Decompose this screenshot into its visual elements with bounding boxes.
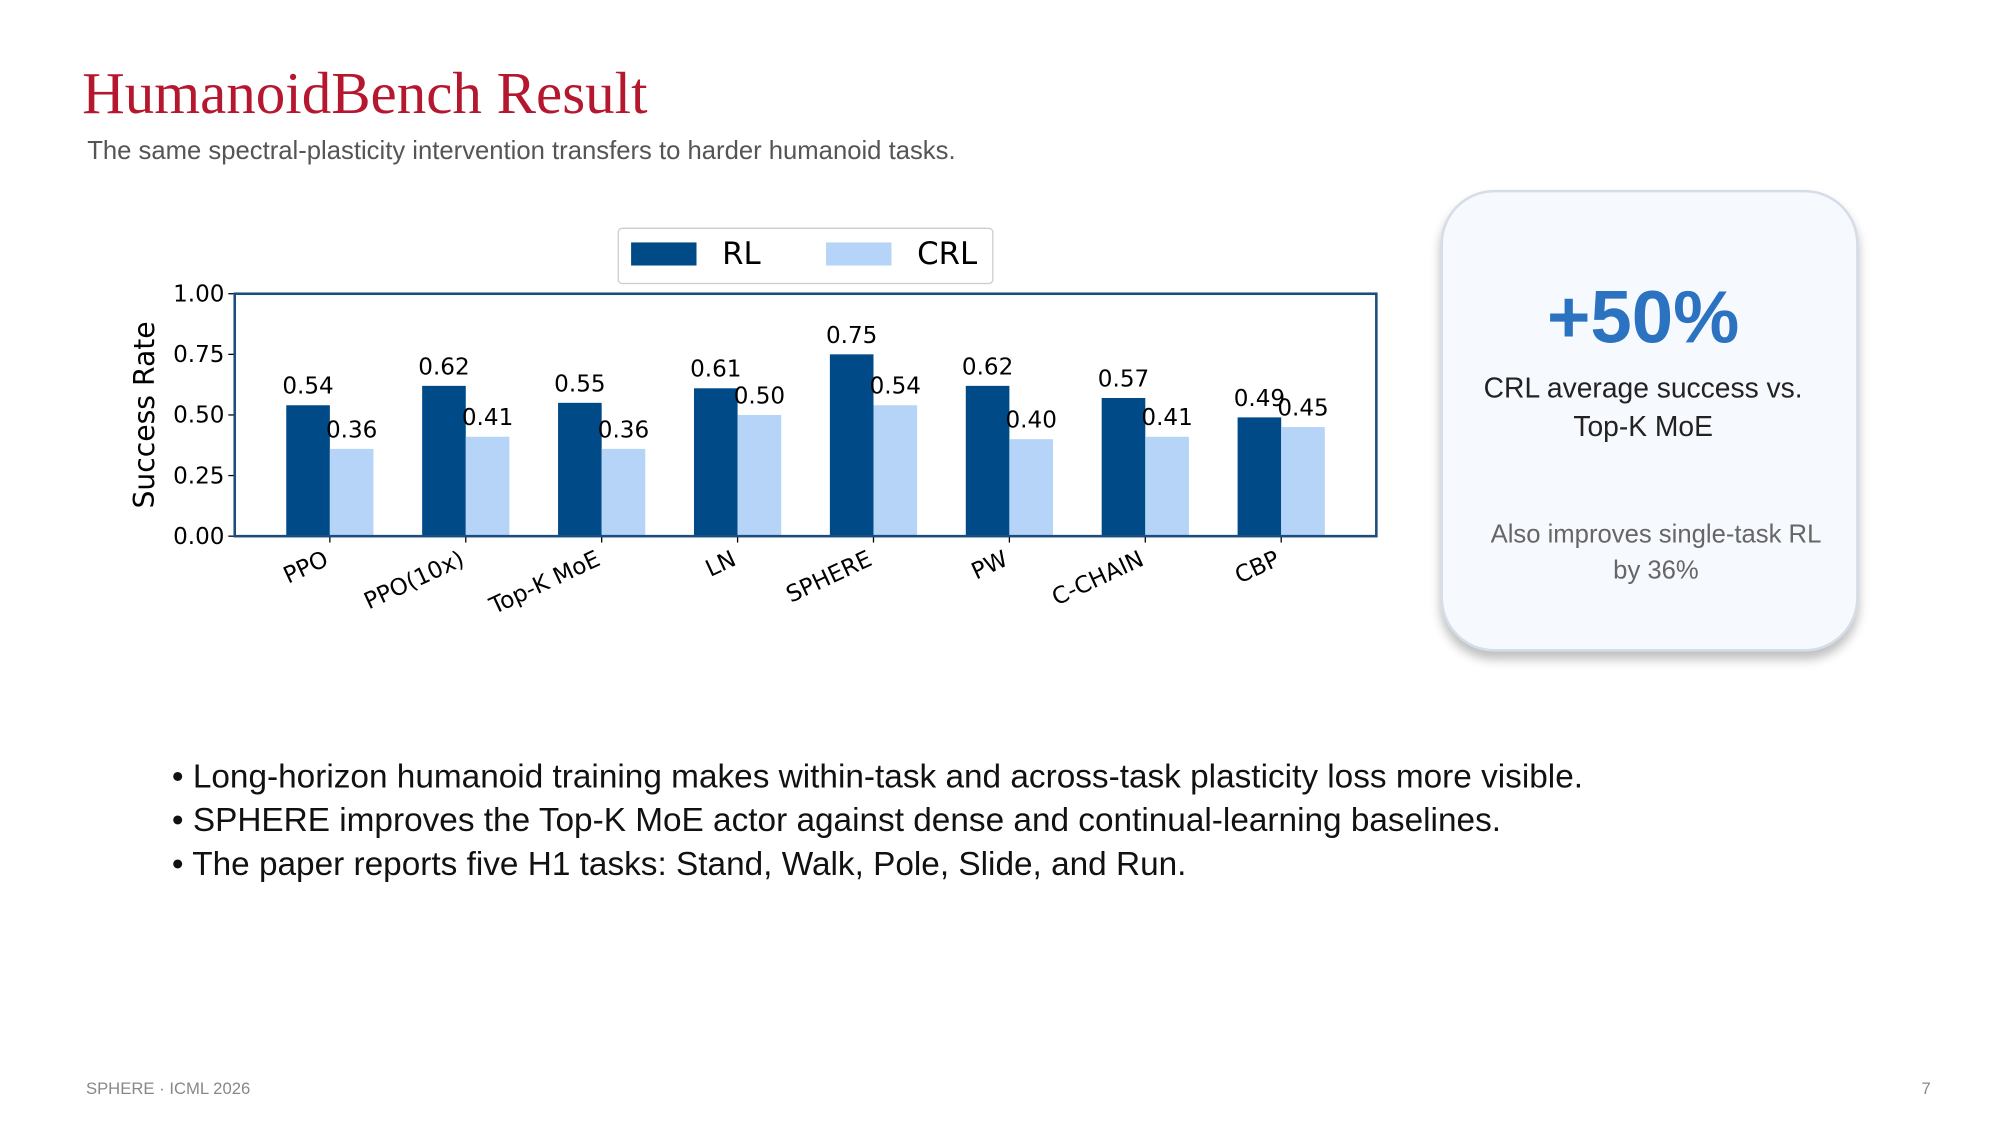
bar [329,448,374,537]
bar [829,354,874,537]
value-label: 0.36 [326,417,377,443]
bar [422,385,466,537]
title: HumanoidBench Result [82,60,648,126]
bar [1009,439,1054,537]
callout-card: +50% CRL average success vs. Top-K MoE A… [1440,189,1859,652]
bullet: The paper reports five H1 tasks: Stand, … [172,841,1583,885]
bar [601,448,646,537]
value-label: 0.75 [826,323,877,349]
value-label: 0.41 [1141,405,1192,431]
footer: SPHERE · ICML 2026 [85,1078,251,1098]
x-tick-label: PW [968,546,1012,585]
bar [873,405,918,537]
bar [693,388,738,537]
legend-box [617,227,994,285]
value-label: 0.36 [598,417,649,443]
stat: +50% [1546,275,1740,360]
x-tick-label: PPO(10x) [360,546,468,615]
subtitle: The same spectral-plasticity interventio… [87,137,956,166]
value-label: 0.41 [462,405,513,431]
y-axis-label: Success Rate [128,321,161,508]
plot-frame [233,292,1378,538]
value-label: 0.54 [282,374,333,400]
x-tick-label: SPHERE [782,546,876,608]
bar [286,405,330,537]
y-tick-label: 0.00 [173,524,224,550]
x-tick-label: Top-K MoE [485,546,604,620]
page-number: 7 [1921,1078,1931,1098]
callout-note: Also improves single-task RL by 36% [1490,520,1822,585]
bar [1237,417,1282,537]
bullets: Long-horizon humanoid training makes wit… [172,754,1583,885]
y-tick-label: 0.25 [173,463,224,489]
y-tick-label: 1.00 [173,281,224,307]
x-tick-label: CBP [1231,546,1284,589]
x-tick-label: C-CHAIN [1048,546,1148,611]
value-label: 0.54 [870,374,921,400]
x-tick-label: PPO [280,546,333,589]
value-label: 0.55 [554,371,605,397]
bar [558,402,602,537]
value-label: 0.62 [962,354,1013,380]
legend-swatch [826,242,892,266]
bar [1145,436,1189,537]
value-label: 0.50 [734,383,785,409]
bar [1101,397,1146,537]
legend-swatch [631,242,697,266]
bar [465,436,510,537]
value-label: 0.45 [1277,396,1328,422]
bullet: Long-horizon humanoid training makes wit… [172,754,1583,798]
x-tick-label: LN [702,546,740,582]
value-label: 0.49 [1234,386,1285,412]
callout-text: CRL average success vs. Top-K MoE [1483,371,1803,443]
value-label: 0.62 [418,354,469,380]
bar [965,385,1010,537]
value-label: 0.61 [690,357,741,383]
bullet: SPHERE improves the Top-K MoE actor agai… [172,798,1583,842]
y-tick-label: 0.50 [173,403,224,429]
value-label: 0.40 [1006,408,1057,434]
legend-label: RL [722,236,761,272]
y-tick-label: 0.75 [173,342,224,368]
value-label: 0.57 [1098,366,1149,392]
bar [1281,427,1325,537]
legend-label: CRL [917,236,977,272]
bar [737,414,782,537]
chart: 0.00 0.25 0.50 0.75 1.00 Success Rate PPO 0.54 0… [128,227,1378,620]
